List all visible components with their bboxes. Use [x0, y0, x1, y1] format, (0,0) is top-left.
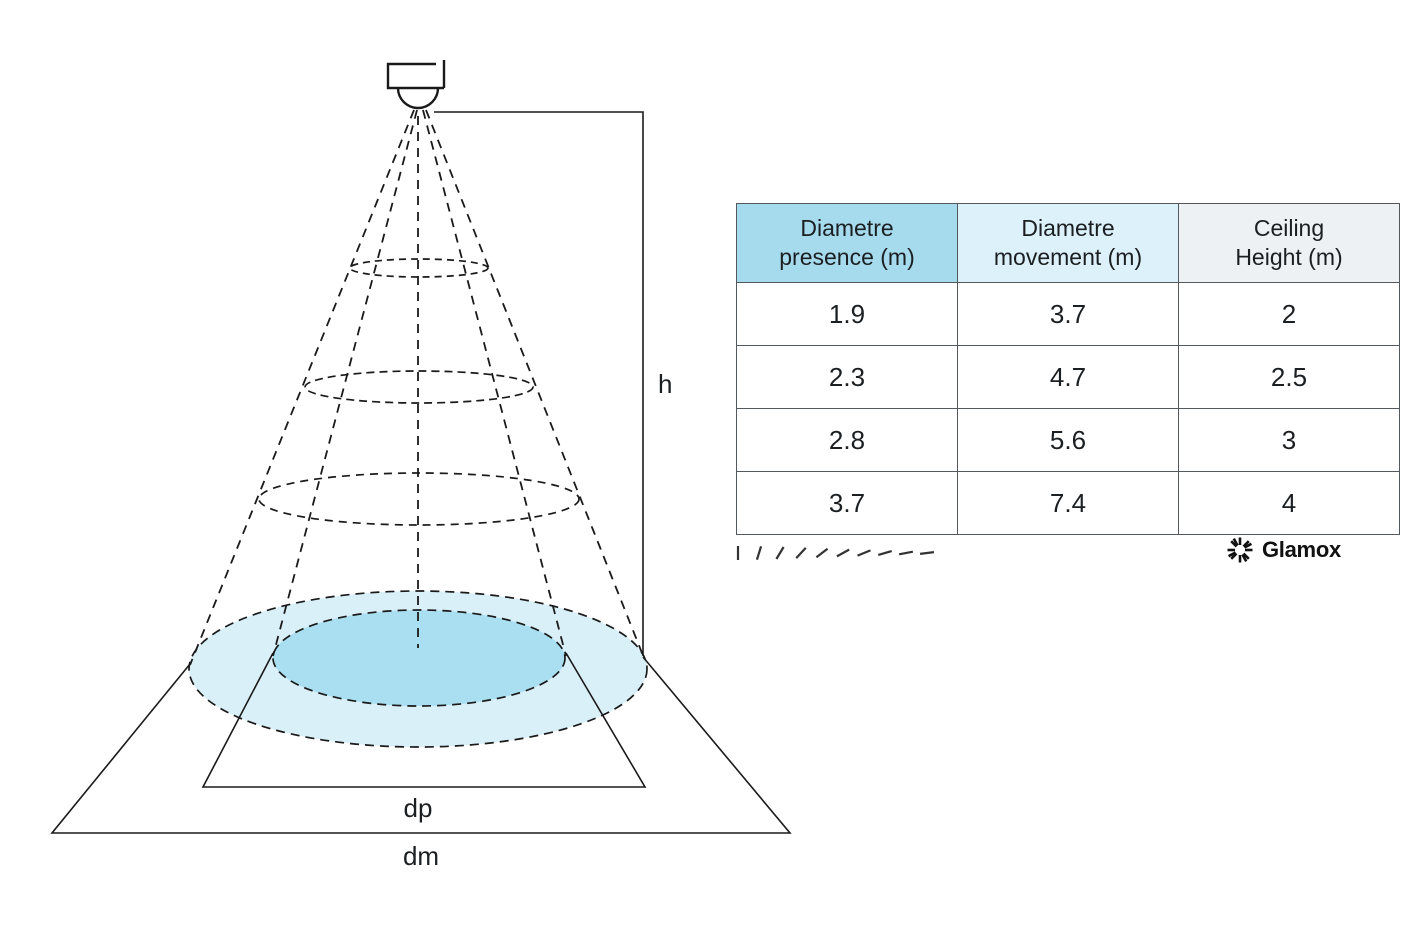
sensor-body	[386, 62, 444, 90]
movement-area-outline	[188, 590, 648, 748]
cell-presence: 1.9	[736, 282, 958, 346]
table-row: 2.8 5.6 3	[736, 408, 1400, 472]
cone-outer-left-edge	[189, 109, 415, 666]
dashed-line-sample	[736, 545, 935, 561]
cell-presence: 2.8	[736, 408, 958, 472]
logo-text: Glamox	[1262, 537, 1341, 562]
cross-section-bottom	[258, 472, 580, 526]
cross-section-top	[349, 258, 489, 278]
cell-movement: 3.7	[957, 282, 1179, 346]
cone-edges	[189, 109, 645, 666]
glamox-logo: Glamox	[1226, 536, 1341, 564]
cell-ceiling: 4	[1178, 471, 1400, 535]
movement-floor-outline	[50, 656, 792, 834]
cone-cross-sections	[258, 258, 580, 526]
cell-movement: 4.7	[957, 345, 1179, 409]
cell-ceiling: 2	[1178, 282, 1400, 346]
cone-inner-right-edge	[422, 109, 567, 657]
cell-ceiling: 2.5	[1178, 345, 1400, 409]
cone-inner-left-edge	[272, 109, 418, 657]
presence-diameter-label: dp	[404, 793, 433, 823]
cell-movement: 7.4	[957, 471, 1179, 535]
cone-outer-right-edge	[425, 109, 645, 659]
table-header-row: Diametre presence (m) Diametre movement …	[736, 203, 1400, 283]
column-header-ceiling-height: Ceiling Height (m)	[1178, 203, 1400, 283]
sensor-dome	[396, 87, 440, 110]
table-row: 3.7 7.4 4	[736, 471, 1400, 535]
cell-ceiling: 3	[1178, 408, 1400, 472]
column-header-diametre-movement: Diametre movement (m)	[957, 203, 1179, 283]
table-row: 1.9 3.7 2	[736, 282, 1400, 346]
cross-section-middle	[304, 370, 534, 404]
movement-diameter-label: dm	[403, 841, 439, 871]
table-row: 2.3 4.7 2.5	[736, 345, 1400, 409]
presence-floor-outline	[201, 652, 647, 788]
cell-presence: 2.3	[736, 345, 958, 409]
column-header-diametre-presence: Diametre presence (m)	[736, 203, 958, 283]
coverage-spec-table: Diametre presence (m) Diametre movement …	[736, 203, 1400, 535]
cell-presence: 3.7	[736, 471, 958, 535]
presence-area-ellipse	[273, 610, 565, 706]
sensor-cone-diagram: h dp dm	[50, 60, 792, 871]
presence-area-outline	[272, 609, 566, 707]
height-label: h	[658, 369, 672, 399]
cell-movement: 5.6	[957, 408, 1179, 472]
sensor-icon	[386, 60, 446, 110]
height-dimension-line	[434, 111, 644, 656]
starburst-icon	[1227, 537, 1253, 563]
dash-fan	[736, 545, 935, 561]
